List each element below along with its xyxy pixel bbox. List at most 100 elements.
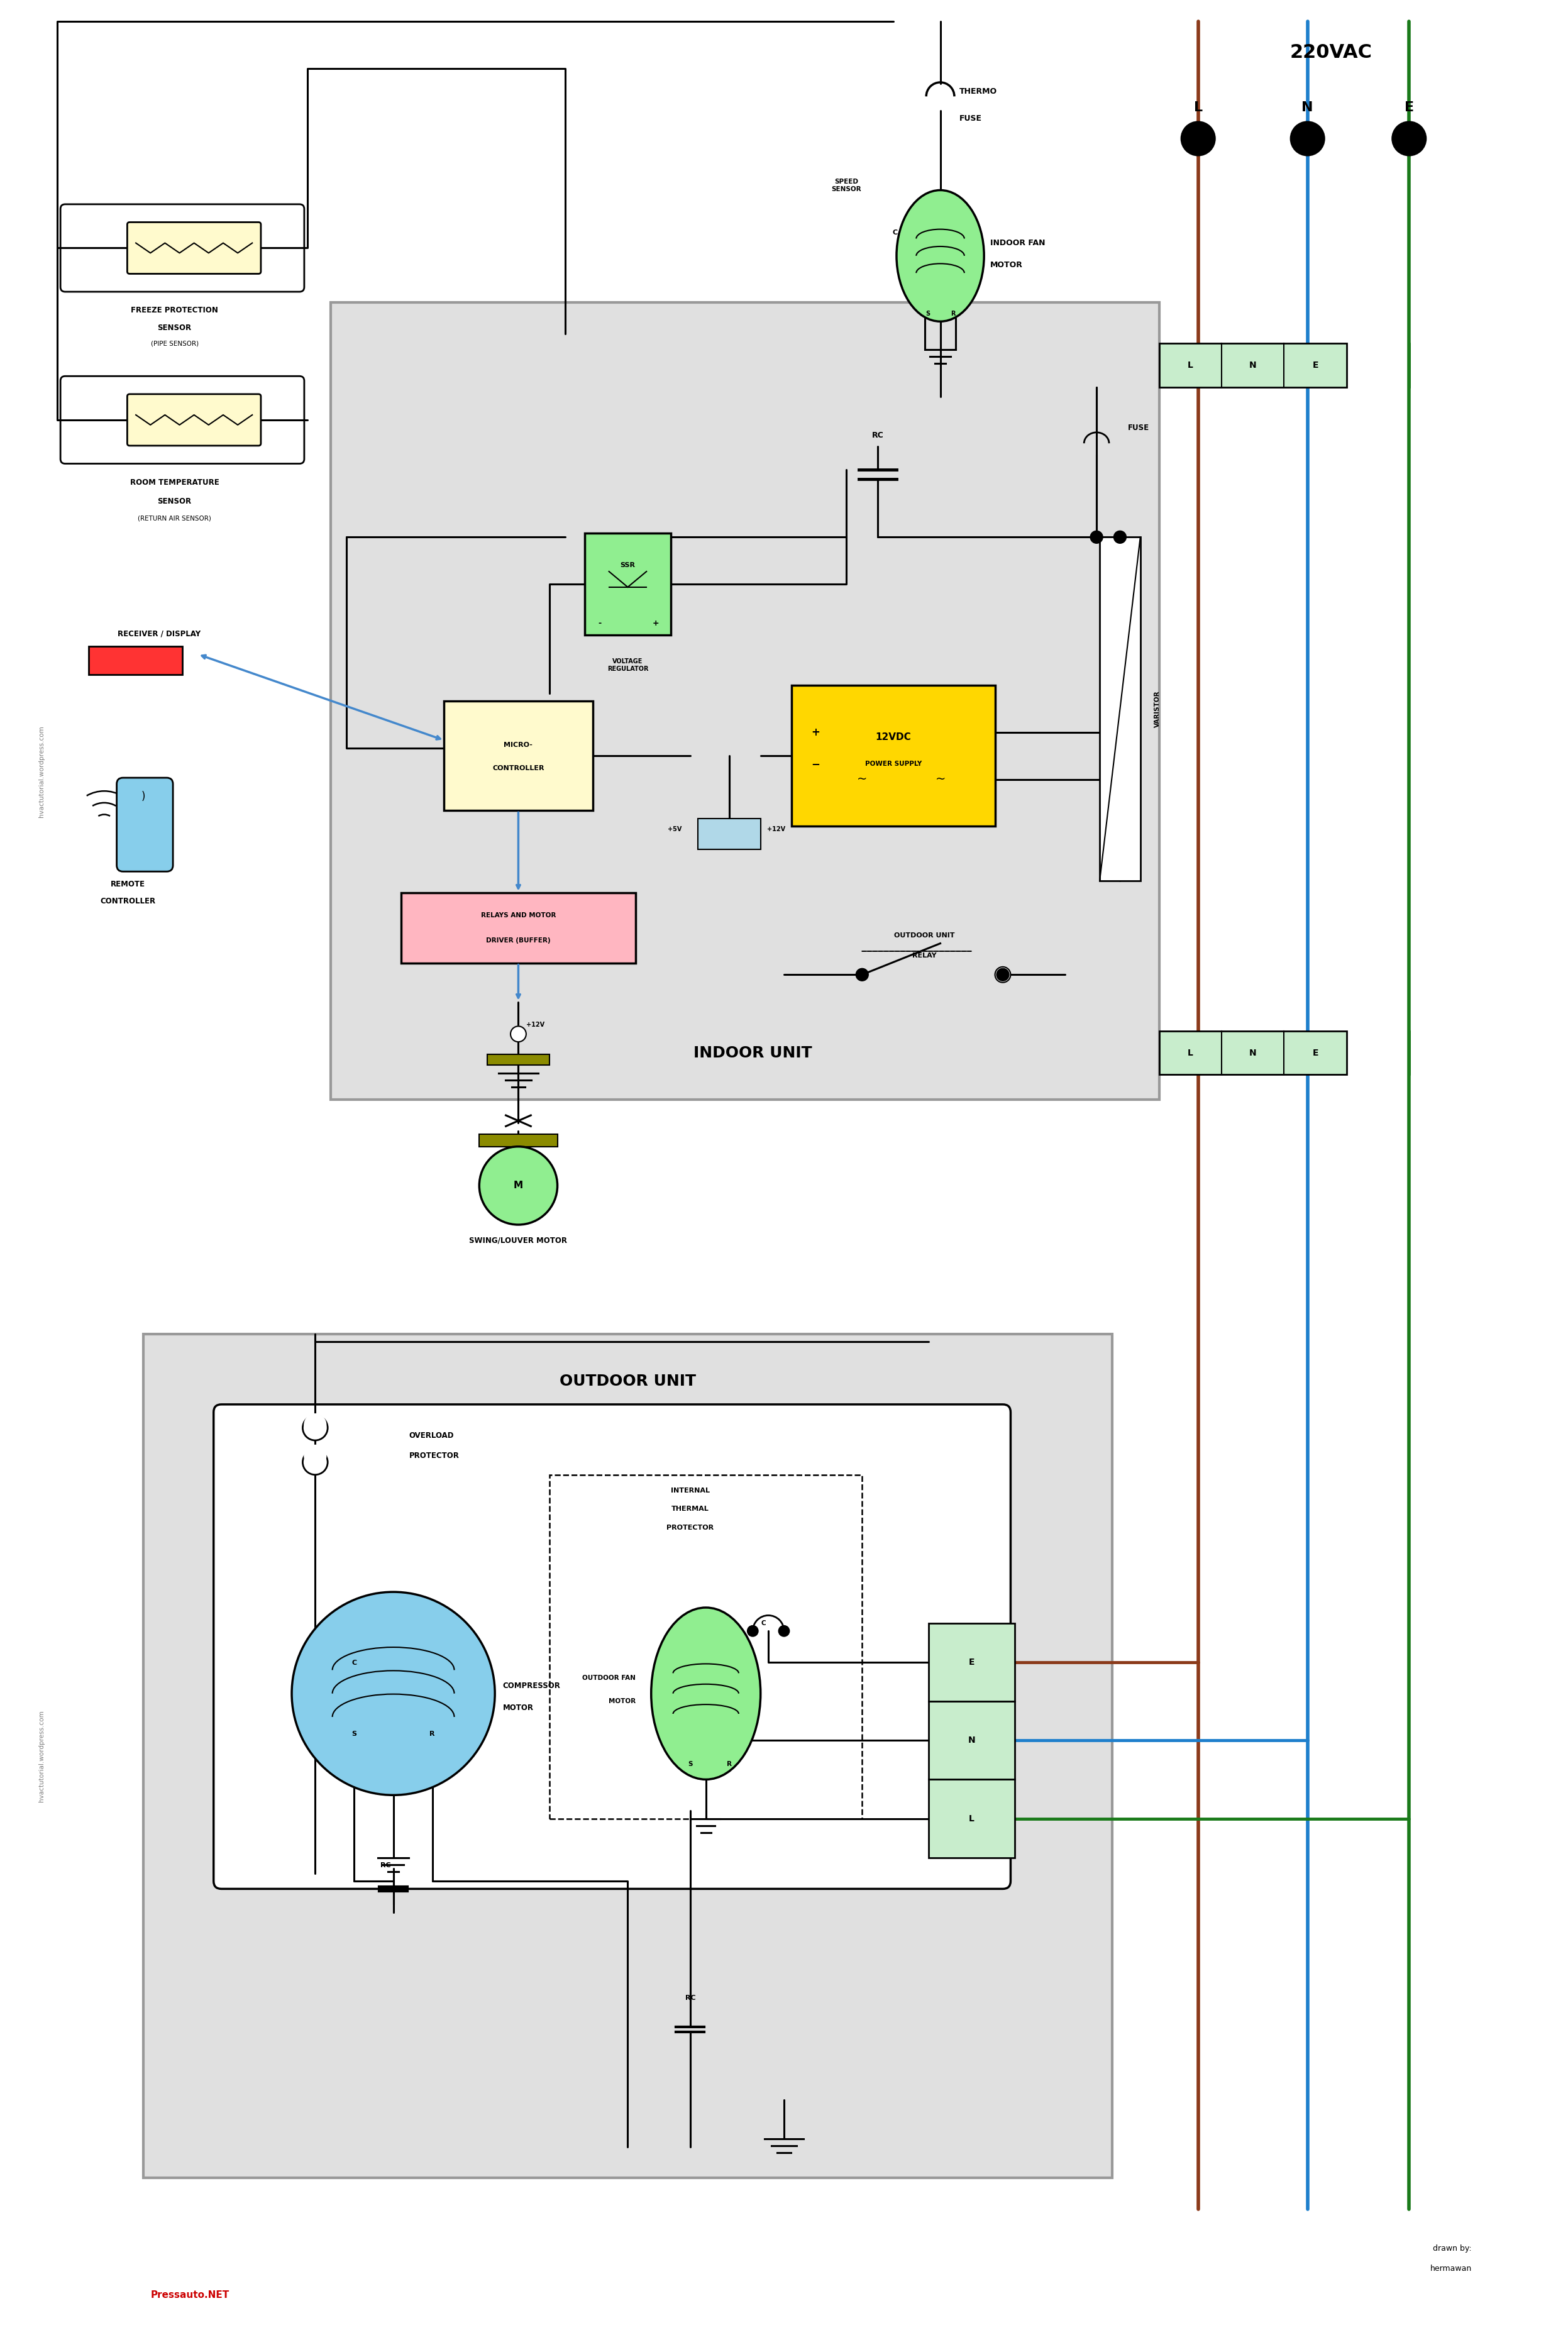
Text: SWING/LOUVER MOTOR: SWING/LOUVER MOTOR [469, 1236, 568, 1245]
Text: OUTDOOR FAN: OUTDOOR FAN [582, 1675, 635, 1680]
Circle shape [1090, 531, 1102, 543]
Text: COMPRESSOR: COMPRESSOR [503, 1682, 560, 1689]
Circle shape [304, 1413, 326, 1437]
Text: E: E [1312, 1048, 1319, 1058]
Text: OUTDOOR UNIT: OUTDOOR UNIT [894, 931, 955, 938]
Text: ): ) [141, 791, 146, 803]
FancyBboxPatch shape [61, 204, 304, 292]
Text: PROTECTOR: PROTECTOR [409, 1451, 459, 1460]
Text: CONTROLLER: CONTROLLER [492, 765, 544, 772]
Text: 220VAC: 220VAC [1290, 44, 1372, 61]
Text: ROOM TEMPERATURE: ROOM TEMPERATURE [130, 477, 220, 487]
Bar [1099, 538, 1140, 880]
Text: -: - [597, 620, 601, 627]
Text: OVERLOAD: OVERLOAD [409, 1432, 453, 1439]
Bar [698, 819, 760, 849]
Bar [143, 1334, 1112, 2179]
Text: OUTDOOR UNIT: OUTDOOR UNIT [560, 1374, 696, 1388]
Bar [928, 1624, 1014, 1701]
Text: MICRO-: MICRO- [503, 742, 533, 749]
Text: N: N [1250, 360, 1256, 370]
Text: MOTOR: MOTOR [608, 1699, 635, 1704]
Text: REMOTE: REMOTE [110, 880, 144, 889]
Circle shape [997, 969, 1010, 980]
Circle shape [511, 1027, 527, 1041]
Text: +5V: +5V [668, 826, 682, 833]
Text: R: R [430, 1732, 434, 1736]
Text: RELAYS AND MOTOR: RELAYS AND MOTOR [481, 913, 557, 917]
Text: −: − [811, 758, 820, 770]
Bar [488, 1055, 550, 1065]
Text: hermawan: hermawan [1430, 2265, 1472, 2272]
Bar [928, 1701, 1014, 1778]
Circle shape [1113, 531, 1126, 543]
Text: INDOOR FAN: INDOOR FAN [991, 239, 1046, 248]
Text: E: E [969, 1657, 975, 1666]
Text: N: N [1301, 101, 1314, 115]
Text: hvactutorial.wordpress.com: hvactutorial.wordpress.com [39, 1711, 45, 1802]
Text: THERMAL: THERMAL [671, 1507, 709, 1512]
Text: RC: RC [381, 1863, 390, 1870]
Circle shape [480, 1147, 557, 1224]
Text: L: L [1187, 1048, 1193, 1058]
Circle shape [511, 1027, 527, 1041]
Circle shape [303, 1416, 328, 1441]
Text: POWER SUPPLY: POWER SUPPLY [866, 760, 922, 768]
FancyBboxPatch shape [61, 377, 304, 463]
Text: FUSE: FUSE [960, 115, 982, 122]
Circle shape [292, 1591, 495, 1795]
FancyBboxPatch shape [213, 1404, 1011, 1888]
Text: C: C [762, 1619, 767, 1626]
Text: +: + [811, 728, 820, 737]
Bar [792, 686, 996, 826]
Bar [1159, 344, 1347, 386]
Text: E: E [1405, 101, 1414, 115]
Text: N: N [967, 1736, 975, 1746]
Text: THERMO: THERMO [960, 87, 997, 96]
Text: SENSOR: SENSOR [157, 323, 191, 332]
Text: INDOOR UNIT: INDOOR UNIT [693, 1046, 812, 1060]
Text: INTERNAL: INTERNAL [671, 1488, 710, 1493]
Text: SENSOR: SENSOR [157, 496, 191, 505]
Circle shape [996, 966, 1011, 983]
Text: Pressauto.NET: Pressauto.NET [151, 2291, 229, 2300]
Ellipse shape [897, 190, 985, 321]
Circle shape [1181, 122, 1215, 157]
Text: M: M [514, 1182, 524, 1191]
Circle shape [1290, 122, 1325, 157]
Bar [480, 1135, 557, 1147]
Text: SSR: SSR [621, 562, 635, 569]
FancyBboxPatch shape [127, 222, 260, 274]
Text: L: L [1193, 101, 1203, 115]
Text: VOLTAGE
REGULATOR: VOLTAGE REGULATOR [607, 658, 648, 672]
FancyBboxPatch shape [127, 393, 260, 445]
Text: +12V: +12V [527, 1023, 544, 1027]
Text: L: L [969, 1814, 974, 1823]
Bar [401, 892, 635, 964]
Text: +: + [652, 620, 659, 627]
Bar [928, 1778, 1014, 1858]
Text: ~: ~ [858, 772, 867, 786]
FancyBboxPatch shape [116, 777, 172, 870]
Text: R: R [950, 311, 955, 316]
Text: (PIPE SENSOR): (PIPE SENSOR) [151, 339, 199, 346]
Bar [331, 302, 1159, 1100]
Text: S: S [925, 311, 930, 316]
Text: hvactutorial.wordpress.com: hvactutorial.wordpress.com [39, 725, 45, 817]
Text: E: E [1312, 360, 1319, 370]
Text: RC: RC [685, 1996, 696, 2001]
Circle shape [303, 1451, 328, 1474]
Bar [550, 1474, 862, 1818]
Text: VARISTOR: VARISTOR [1154, 690, 1160, 728]
Circle shape [304, 1446, 326, 1467]
Circle shape [1392, 122, 1427, 157]
Text: RC: RC [872, 431, 884, 440]
Bar [444, 702, 593, 810]
Text: S: S [688, 1760, 693, 1767]
Text: ~: ~ [935, 772, 946, 786]
Text: drawn by:: drawn by: [1433, 2244, 1472, 2253]
Text: 12VDC: 12VDC [875, 732, 911, 742]
Text: RECEIVER / DISPLAY: RECEIVER / DISPLAY [118, 629, 201, 639]
Text: R: R [728, 1760, 732, 1767]
Text: MOTOR: MOTOR [503, 1704, 533, 1711]
